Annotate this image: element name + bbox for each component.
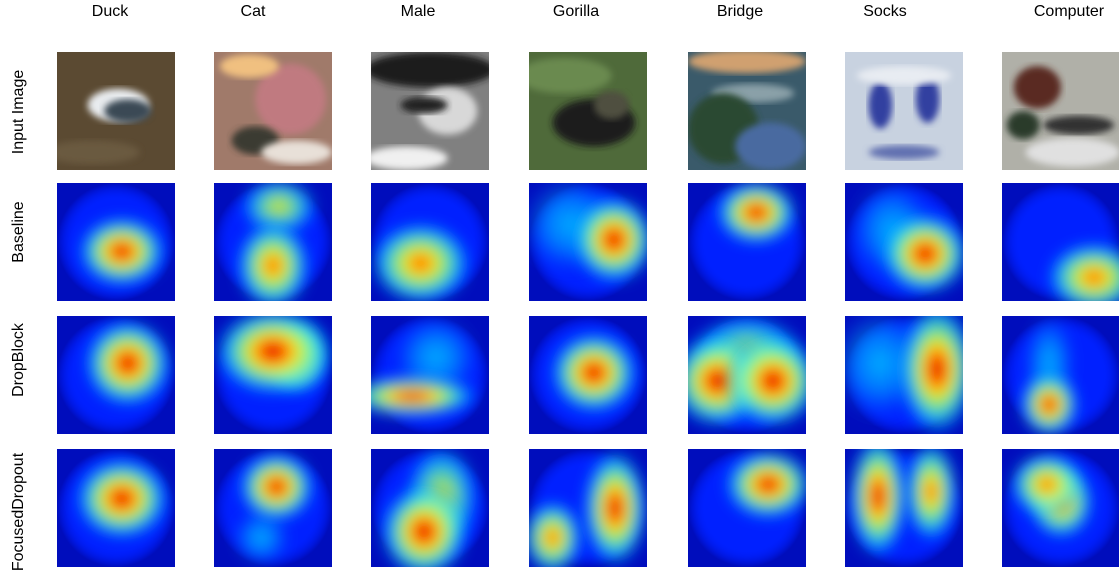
heatmap-baseline-cat xyxy=(214,183,332,301)
gorilla-photo xyxy=(529,52,647,170)
socks-photo xyxy=(845,52,963,170)
male-photo xyxy=(371,52,489,170)
heatmap-dropblock-socks xyxy=(845,316,963,434)
column-title-bridge: Bridge xyxy=(716,3,764,20)
heat-blob xyxy=(847,449,909,561)
heatmap-focuseddropout-male xyxy=(371,449,489,567)
heat-blob xyxy=(371,374,482,418)
heat-blob xyxy=(897,316,963,434)
heatmap-baseline-bridge xyxy=(688,183,806,301)
heat-blob xyxy=(581,449,647,567)
column-title-male: Male xyxy=(400,3,436,20)
heatmap-dropblock-gorilla xyxy=(529,316,647,434)
heat-blob xyxy=(547,329,640,416)
heatmap-dropblock-computer xyxy=(1002,316,1119,434)
heat-blob xyxy=(903,449,959,544)
heat-blob xyxy=(234,219,312,301)
heatmap-focuseddropout-duck xyxy=(57,449,175,567)
row-title-input-image: Input Image xyxy=(10,69,27,155)
heat-blob xyxy=(723,331,806,430)
column-title-gorilla: Gorilla xyxy=(552,3,600,20)
heatmap-focuseddropout-socks xyxy=(845,449,963,567)
heatmap-baseline-male xyxy=(371,183,489,301)
heatmap-dropblock-cat xyxy=(214,316,332,434)
heatmap-dropblock-male xyxy=(371,316,489,434)
heat-blob xyxy=(236,449,317,524)
heat-blob xyxy=(81,317,174,410)
column-title-duck: Duck xyxy=(91,3,129,20)
heatmap-baseline-duck xyxy=(57,183,175,301)
heat-blob xyxy=(571,193,647,286)
heat-blob xyxy=(371,220,473,301)
heatmap-dropblock-bridge xyxy=(688,316,806,434)
heatmap-baseline-gorilla xyxy=(529,183,647,301)
heatmap-focuseddropout-computer xyxy=(1002,449,1119,567)
column-title-cat: Cat xyxy=(240,3,266,20)
heat-blob xyxy=(75,214,168,289)
heatmap-focuseddropout-bridge xyxy=(688,449,806,567)
row-title-baseline: Baseline xyxy=(10,201,27,263)
computer-photo xyxy=(1002,52,1119,170)
cat-photo xyxy=(214,52,332,170)
heat-blob xyxy=(1008,450,1086,519)
column-title-socks: Socks xyxy=(863,3,907,20)
heat-blob xyxy=(713,183,800,247)
heat-blob xyxy=(72,455,171,542)
heat-blob xyxy=(529,499,584,567)
heat-blob xyxy=(378,482,471,567)
heat-blob xyxy=(1044,240,1119,301)
column-title-computer: Computer xyxy=(1033,3,1105,20)
heat-blob xyxy=(214,316,332,398)
heat-blob xyxy=(879,210,963,297)
heatmap-baseline-socks xyxy=(845,183,963,301)
row-title-focuseddropout: FocusedDropout xyxy=(10,452,27,572)
heatmap-baseline-computer xyxy=(1002,183,1119,301)
heatmap-focuseddropout-gorilla xyxy=(529,449,647,567)
row-title-dropblock: DropBlock xyxy=(10,323,27,397)
heatmap-focuseddropout-cat xyxy=(214,449,332,567)
heat-blob xyxy=(1018,370,1080,434)
bridge-photo xyxy=(688,52,806,170)
heat-blob xyxy=(722,449,806,522)
duck-photo xyxy=(57,52,175,170)
heatmap-dropblock-duck xyxy=(57,316,175,434)
